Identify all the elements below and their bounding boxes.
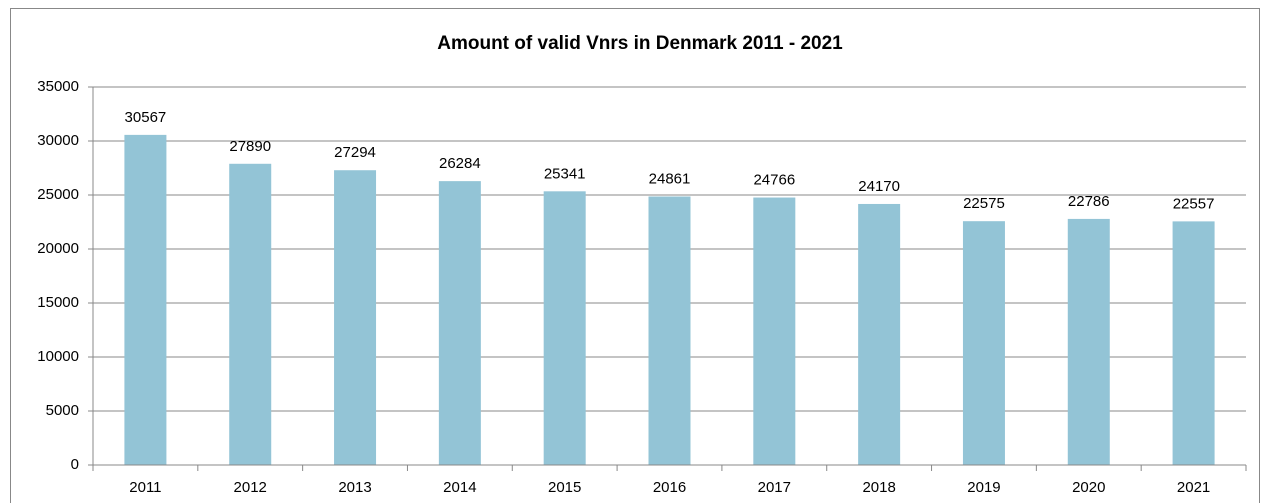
x-tick-label: 2019 — [967, 479, 1000, 496]
data-label: 24170 — [858, 178, 900, 195]
x-tick-label: 2020 — [1072, 479, 1105, 496]
data-label: 24766 — [753, 171, 795, 188]
data-label: 27890 — [229, 138, 271, 155]
x-tick-label: 2015 — [548, 479, 581, 496]
bar — [962, 221, 1005, 465]
y-tick-label: 10000 — [37, 348, 79, 365]
x-tick-label: 2011 — [129, 479, 161, 496]
y-tick-label: 5000 — [46, 402, 79, 419]
y-tick-label: 20000 — [37, 240, 79, 257]
data-label: 26284 — [439, 155, 481, 172]
bar — [543, 191, 586, 465]
bar — [648, 196, 691, 465]
y-tick-label: 35000 — [37, 78, 79, 95]
bar — [334, 170, 377, 465]
bar — [753, 197, 796, 465]
x-tick-label: 2016 — [653, 479, 686, 496]
bar — [1172, 221, 1215, 465]
y-tick-label: 15000 — [37, 294, 79, 311]
bar — [229, 163, 272, 465]
chart-title: Amount of valid Vnrs in Denmark 2011 - 2… — [437, 33, 843, 54]
x-tick-label: 2013 — [338, 479, 371, 496]
data-label: 25341 — [544, 165, 586, 182]
data-label: 30567 — [125, 109, 167, 126]
x-tick-label: 2018 — [862, 479, 895, 496]
data-label: 24861 — [649, 170, 691, 187]
bar — [124, 134, 167, 465]
x-tick-label: 2021 — [1177, 479, 1210, 496]
data-label: 22575 — [963, 195, 1005, 212]
chart-frame — [10, 8, 1260, 503]
y-tick-label: 0 — [71, 456, 79, 473]
x-tick-label: 2012 — [234, 479, 267, 496]
x-tick-label: 2017 — [758, 479, 791, 496]
y-tick-label: 30000 — [37, 132, 79, 149]
bar — [858, 203, 901, 466]
bar — [438, 181, 481, 465]
bar — [1067, 218, 1110, 465]
data-label: 27294 — [334, 144, 376, 161]
x-tick-label: 2014 — [443, 479, 476, 496]
data-label: 22557 — [1173, 195, 1215, 212]
data-label: 22786 — [1068, 193, 1110, 210]
y-tick-label: 25000 — [37, 186, 79, 203]
